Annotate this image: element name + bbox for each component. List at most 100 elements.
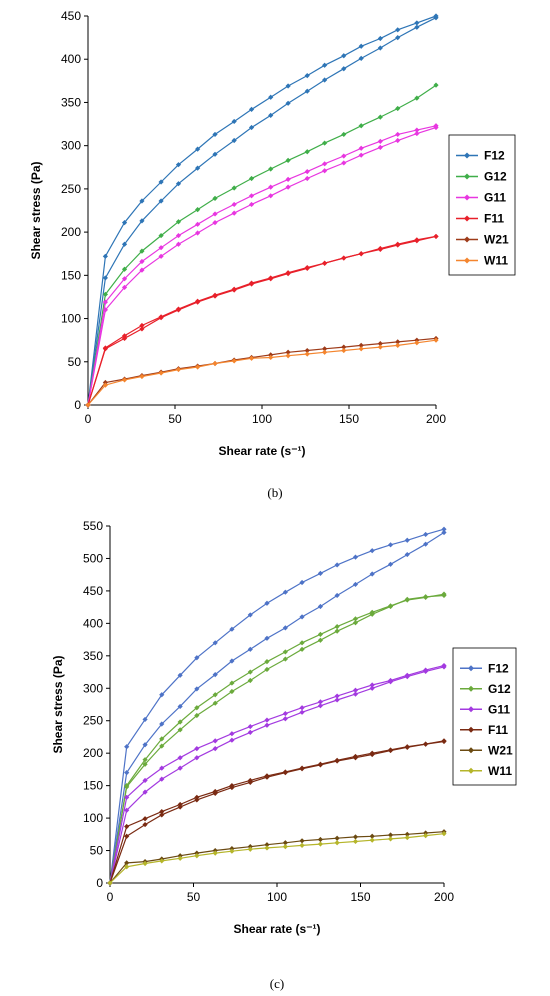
data-point-f12 [304,73,310,79]
data-point-g11 [352,687,359,693]
data-point-w11 [159,858,165,864]
data-point-w11 [177,855,183,861]
data-point-g12 [414,95,420,101]
data-point-f11 [175,306,182,312]
data-point-f12 [139,198,145,204]
data-point-f12 [231,118,237,125]
data-point-f12 [358,43,364,49]
data-point-f12 [404,551,410,558]
series-line-g12 [109,593,445,884]
data-point-f11 [387,747,394,753]
data-point-g11 [121,276,128,282]
data-point-f11 [322,260,328,266]
data-point-f11 [124,833,130,839]
data-point-g11 [124,794,130,800]
data-point-f12 [142,742,148,748]
data-point-g12 [423,594,429,600]
data-point-w21 [304,347,310,354]
data-point-f11 [231,286,237,292]
y-tick-label: 300 [83,681,103,695]
data-point-f12 [264,600,270,606]
data-point-f12 [341,53,347,59]
data-point-g12 [159,743,165,749]
data-point-f11 [352,753,359,760]
data-point-g12 [177,719,183,725]
data-point-f12 [282,625,288,631]
data-point-g11 [158,245,164,251]
data-point-g11 [102,307,108,313]
data-point-g12 [369,611,375,617]
data-point-g11 [212,220,218,226]
data-point-f12 [177,672,183,678]
data-point-g11 [175,232,182,239]
data-point-g11 [358,145,364,151]
data-point-f12 [121,220,128,226]
y-tick-label: 400 [83,616,103,630]
data-point-g11 [404,672,410,678]
data-point-f12 [194,655,200,661]
series-line-f11 [109,740,445,884]
data-point-w11 [212,850,218,856]
data-point-g12 [282,656,288,662]
data-point-g12 [341,131,347,138]
data-point-g11 [248,193,255,199]
y-tick-label: 50 [90,844,104,858]
data-point-f11 [195,298,201,304]
data-point-f12 [159,721,165,727]
series-line-f12 [87,15,437,406]
data-point-f12 [124,744,130,750]
data-point-f12 [414,24,420,30]
data-point-w21 [377,341,383,347]
series-line-g12 [109,594,445,884]
data-point-g11 [299,705,305,711]
series-line-f11 [109,740,445,884]
data-point-g12 [212,700,218,706]
y-tick-label: 250 [61,182,81,196]
series-line-w21 [87,337,437,406]
legend-marker-w21 [464,236,470,243]
y-tick-label: 150 [83,779,103,793]
data-point-w11 [299,842,305,848]
data-point-g11 [387,677,394,684]
legend-marker-g12 [468,685,474,692]
data-point-g11 [158,253,164,259]
data-point-f11 [377,245,383,252]
chart-panel-b: 0 50 100 150 200 250 300 350 400 450 0 50 100 150 200 S… [29,9,516,458]
data-point-f11 [282,769,288,775]
data-point-g12 [377,114,383,120]
legend-box [448,134,516,276]
data-point-f12 [175,181,182,187]
data-point-g12 [121,266,128,272]
data-point-g11 [195,230,201,236]
data-point-g11 [102,299,108,305]
data-point-g11 [441,662,447,669]
data-point-w11 [317,841,324,847]
data-point-w11 [107,880,113,886]
legend-marker-w11 [464,257,470,264]
data-point-g11 [304,175,310,182]
data-point-g11 [377,144,383,150]
data-point-f11 [194,794,200,800]
data-point-f12 [248,106,255,112]
data-point-w21 [404,831,410,837]
data-point-g11 [177,765,183,771]
data-point-g11 [248,201,255,208]
data-point-g12 [304,149,310,155]
series-line-f12 [87,17,437,406]
series-line-g11 [109,665,445,884]
data-point-g12 [317,637,324,643]
y-tick-label: 0 [74,398,81,412]
legend-marker-g11 [464,194,470,201]
data-point-w11 [414,340,420,346]
y-tick-label: 150 [61,268,81,282]
data-point-f12 [282,589,288,595]
data-point-g11 [299,709,305,715]
series-line-g11 [87,126,437,406]
data-point-g11 [433,123,439,129]
data-point-g11 [231,210,237,216]
data-point-g12 [231,185,237,191]
data-point-g12 [358,123,364,129]
data-point-f12 [229,626,235,632]
y-tick-label: 100 [61,312,81,326]
data-point-f12 [212,640,218,646]
